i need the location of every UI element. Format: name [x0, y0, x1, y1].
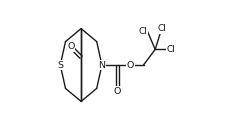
Text: O: O	[127, 60, 134, 70]
Text: O: O	[67, 42, 74, 51]
Text: O: O	[114, 86, 121, 96]
Text: S: S	[57, 60, 63, 70]
Text: N: N	[98, 60, 106, 70]
Text: Cl: Cl	[138, 27, 147, 36]
Text: Cl: Cl	[157, 24, 166, 33]
Text: Cl: Cl	[167, 45, 176, 54]
